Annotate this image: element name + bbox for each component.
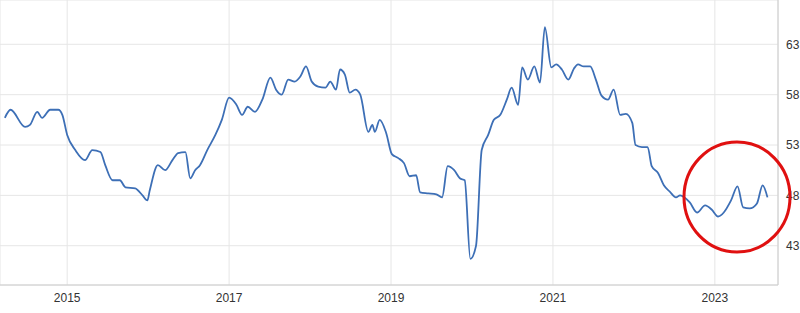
svg-text:2017: 2017 (216, 291, 243, 305)
svg-text:58: 58 (786, 88, 792, 102)
svg-text:2019: 2019 (378, 291, 405, 305)
svg-text:2015: 2015 (54, 291, 81, 305)
svg-text:48: 48 (786, 189, 792, 203)
svg-text:2021: 2021 (540, 291, 567, 305)
svg-text:2023: 2023 (702, 291, 729, 305)
svg-text:63: 63 (786, 38, 792, 52)
svg-text:53: 53 (786, 138, 792, 152)
svg-text:43: 43 (786, 239, 792, 253)
